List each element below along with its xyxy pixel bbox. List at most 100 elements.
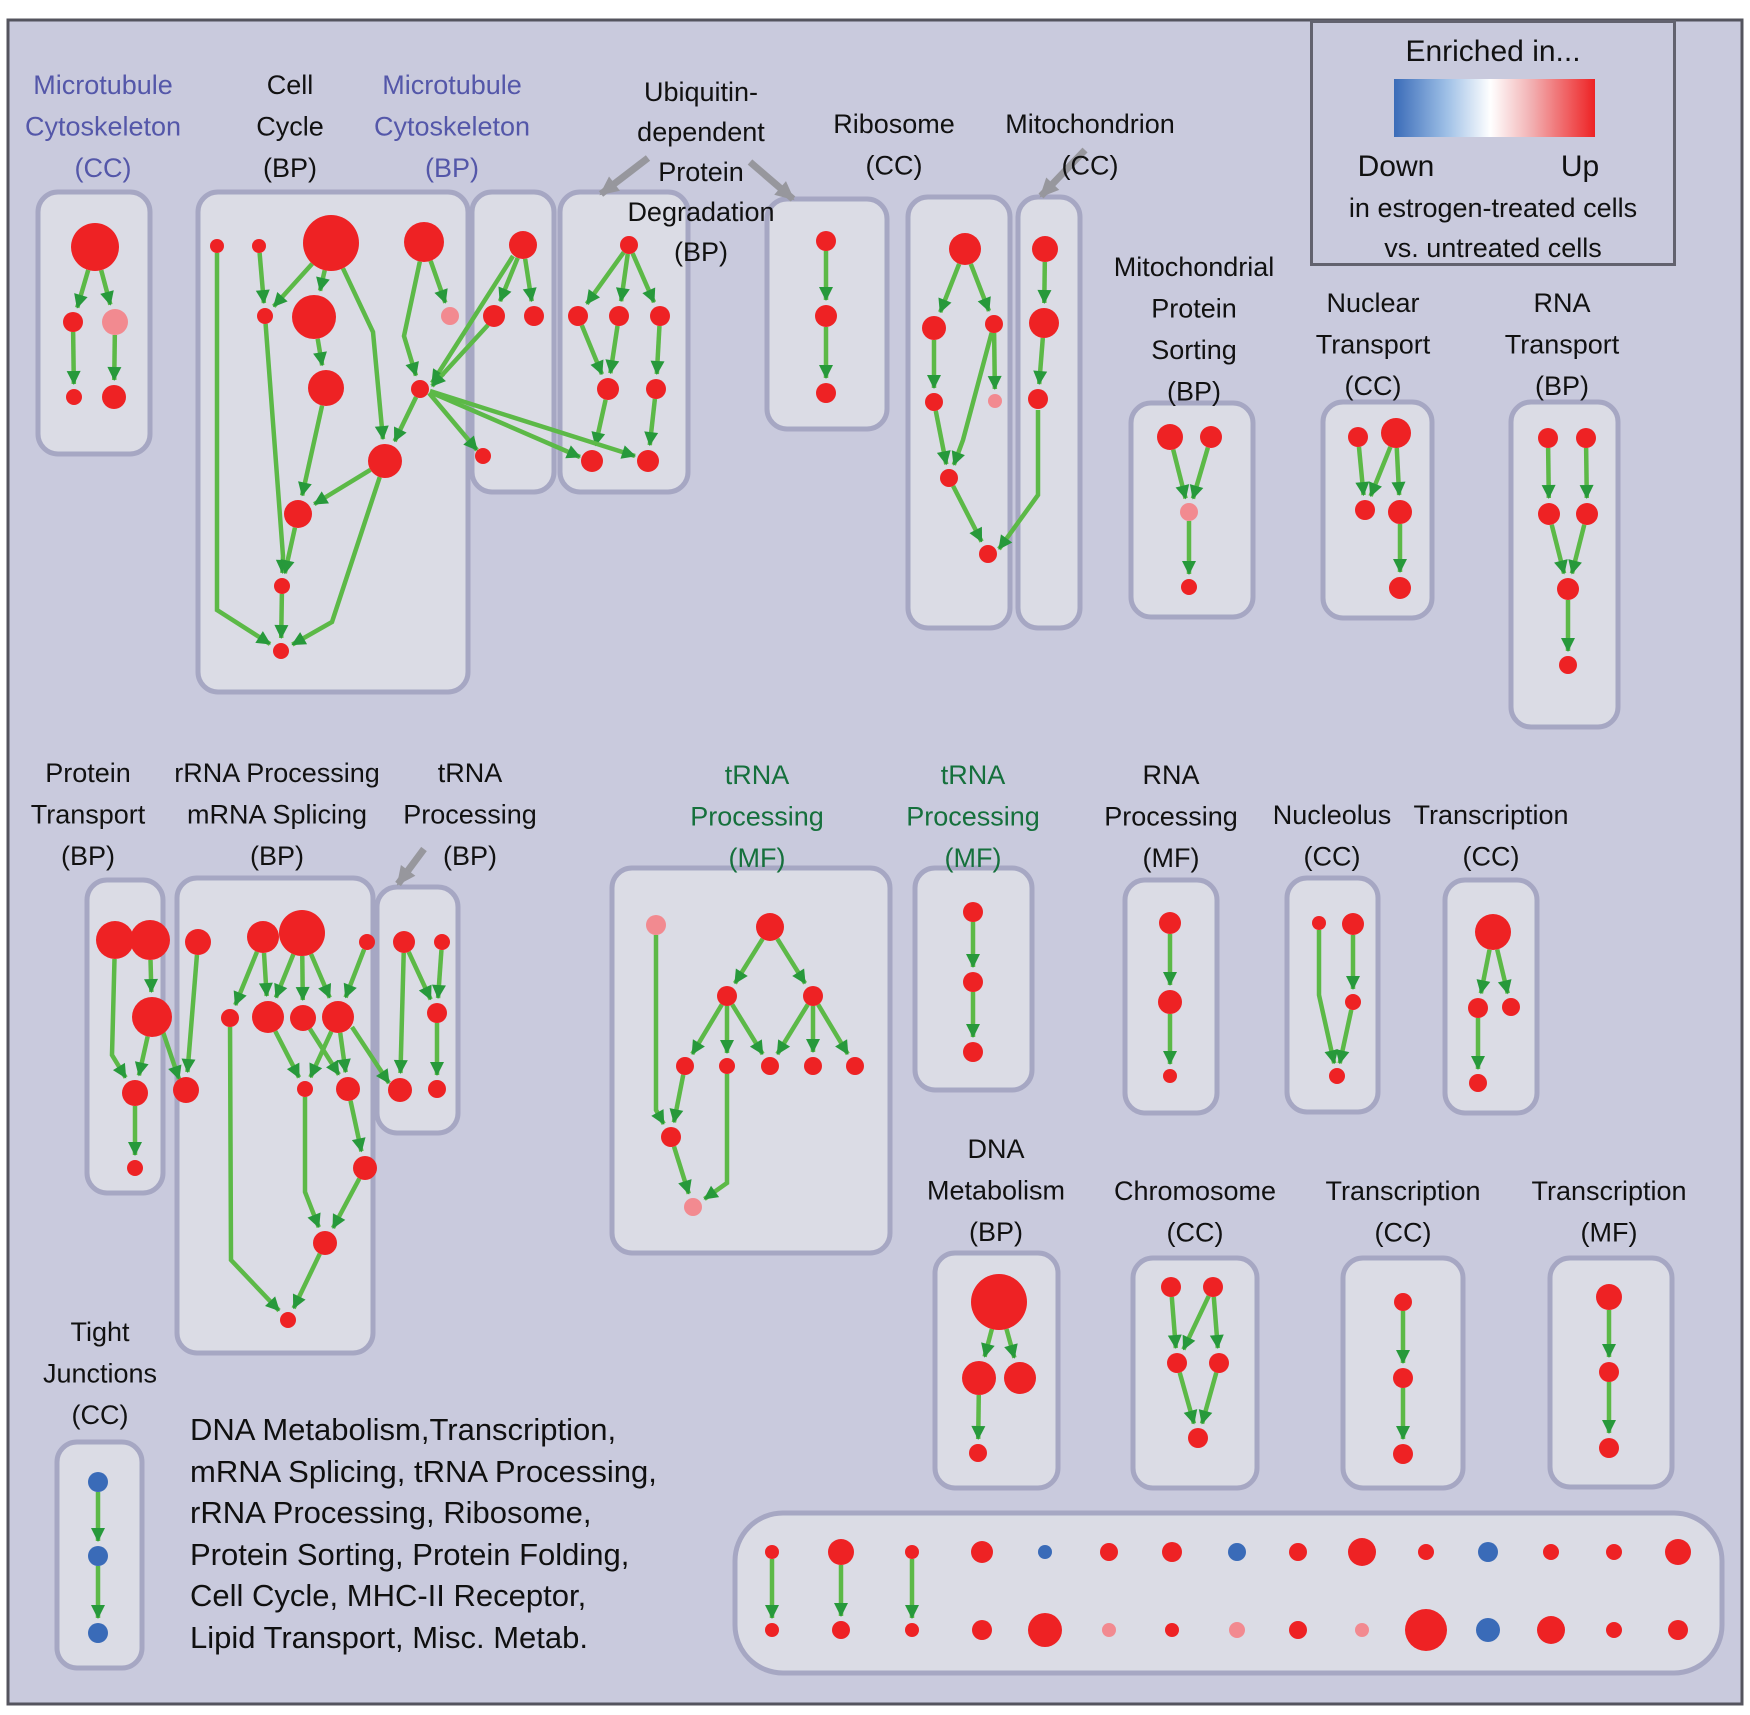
go-term-node: [1167, 1353, 1187, 1373]
go-term-node: [1381, 418, 1411, 448]
label-microtubule-cytoskeleton-cc: Microtubule: [33, 70, 173, 100]
go-term-node: [1229, 1622, 1245, 1638]
misc-categories-note: DNA Metabolism,Transcription, mRNA Splic…: [190, 1409, 657, 1658]
legend-subtitle-line1: in estrogen-treated cells: [1348, 193, 1638, 223]
box-nuclear-transport-cc: [1320, 399, 1435, 621]
label-pointer-arrow-icon: [598, 155, 651, 197]
label-mitochondrial-protein-sorting-bp: Sorting: [1151, 335, 1237, 365]
label-pointer-arrow-icon: [747, 159, 796, 202]
go-term-node: [1355, 500, 1375, 520]
go-term-node: [210, 239, 224, 253]
go-term-node: [353, 1156, 377, 1180]
go-term-node: [441, 307, 459, 325]
label-trna-processing-bp: (BP): [443, 841, 497, 871]
ubiquitin-label: (BP): [674, 237, 728, 267]
edge-arrow: [579, 324, 604, 376]
cross-cluster-edge-arrow: [430, 254, 515, 385]
go-term-node: [979, 545, 997, 563]
ubiquitin-label: dependent: [637, 117, 765, 147]
legend-box: Enriched in... Down Up in estrogen-treat…: [1310, 20, 1676, 266]
go-term-node: [66, 389, 82, 405]
go-term-node: [609, 306, 629, 326]
go-term-node: [290, 1005, 316, 1031]
label-mitochondrial-protein-sorting-bp: Protein: [1151, 294, 1237, 324]
go-term-node: [1159, 912, 1181, 934]
cross-cluster-edge-arrow: [997, 410, 1041, 551]
go-term-node: [1665, 1539, 1691, 1565]
edge-arrow: [233, 950, 260, 1006]
go-term-node: [1032, 236, 1058, 262]
go-term-node: [273, 643, 289, 659]
box-rna-transport-bp: [1508, 399, 1621, 730]
edge-arrow: [428, 260, 448, 304]
go-term-node: [322, 1001, 354, 1033]
label-microtubule-cytoskeleton-bp: Microtubule: [382, 70, 522, 100]
go-term-node: [971, 1541, 993, 1563]
edge-arrow: [291, 1252, 322, 1310]
go-term-node: [1200, 426, 1222, 448]
go-term-node: [1158, 990, 1182, 1014]
go-term-node: [1537, 1616, 1565, 1644]
edge-arrow: [733, 937, 765, 985]
go-term-node: [597, 378, 619, 400]
go-term-node: [925, 393, 943, 411]
go-term-node: [646, 915, 666, 935]
label-rna-transport-bp: (BP): [1535, 371, 1589, 401]
label-trna-processing-bp: Processing: [403, 800, 537, 830]
edge-arrow: [308, 953, 332, 999]
edge-arrow: [214, 253, 272, 646]
go-term-node: [1348, 1538, 1376, 1566]
go-term-node: [1543, 1544, 1559, 1560]
label-protein-transport-bp: Transport: [31, 800, 146, 830]
edge-arrow: [74, 269, 91, 309]
go-term-node: [173, 1077, 199, 1103]
go-term-node: [637, 450, 659, 472]
go-term-node: [620, 236, 638, 254]
go-term-node: [1181, 579, 1197, 595]
go-term-node: [1188, 1428, 1208, 1448]
edge-arrow: [255, 252, 270, 305]
edge-arrow: [313, 467, 372, 507]
go-term-node: [1418, 1544, 1434, 1560]
label-nuclear-transport-cc: Transport: [1316, 330, 1431, 360]
edge-arrow: [144, 959, 159, 994]
go-term-node: [1475, 914, 1511, 950]
cross-cluster-edge-arrow: [429, 389, 581, 460]
label-chromosome-cc: (CC): [1167, 1218, 1224, 1248]
go-term-node: [922, 316, 946, 340]
go-term-node: [816, 383, 836, 403]
edge-arrow: [280, 527, 298, 575]
edge-arrow: [340, 267, 389, 441]
edge-arrow: [1476, 949, 1492, 995]
go-term-node: [1163, 1069, 1177, 1083]
edge-arrow: [933, 410, 951, 466]
edge-arrow: [651, 935, 666, 1125]
edge-arrow: [66, 331, 81, 386]
edge-arrow: [1181, 1295, 1211, 1351]
label-protein-transport-bp: Protein: [45, 758, 131, 788]
edge-arrow: [1171, 449, 1190, 500]
go-term-node: [1209, 1353, 1229, 1373]
edge-arrow: [951, 332, 994, 466]
go-term-node: [985, 315, 1003, 333]
edge-arrow: [316, 269, 330, 292]
go-term-node: [1405, 1609, 1447, 1651]
go-term-node: [185, 929, 211, 955]
go-term-node: [761, 1057, 779, 1075]
go-term-node: [411, 380, 429, 398]
edge-arrow: [1167, 1296, 1182, 1350]
ubiquitin-label: Ubiquitin-: [644, 77, 758, 107]
go-term-node: [1161, 1277, 1181, 1297]
edge-arrow: [981, 1328, 995, 1358]
go-term-node: [816, 231, 836, 251]
go-term-node: [962, 1361, 996, 1395]
label-nuclear-transport-cc: (CC): [1345, 371, 1402, 401]
go-term-node: [1557, 578, 1579, 600]
edge-arrow: [1033, 337, 1048, 386]
go-term-node: [483, 305, 505, 327]
label-dna-metabolism-bp: Metabolism: [927, 1176, 1065, 1206]
edge-arrow: [272, 262, 314, 308]
go-term-node: [684, 1198, 702, 1216]
box-ubiquitin-degradation-box-1: [557, 189, 691, 495]
